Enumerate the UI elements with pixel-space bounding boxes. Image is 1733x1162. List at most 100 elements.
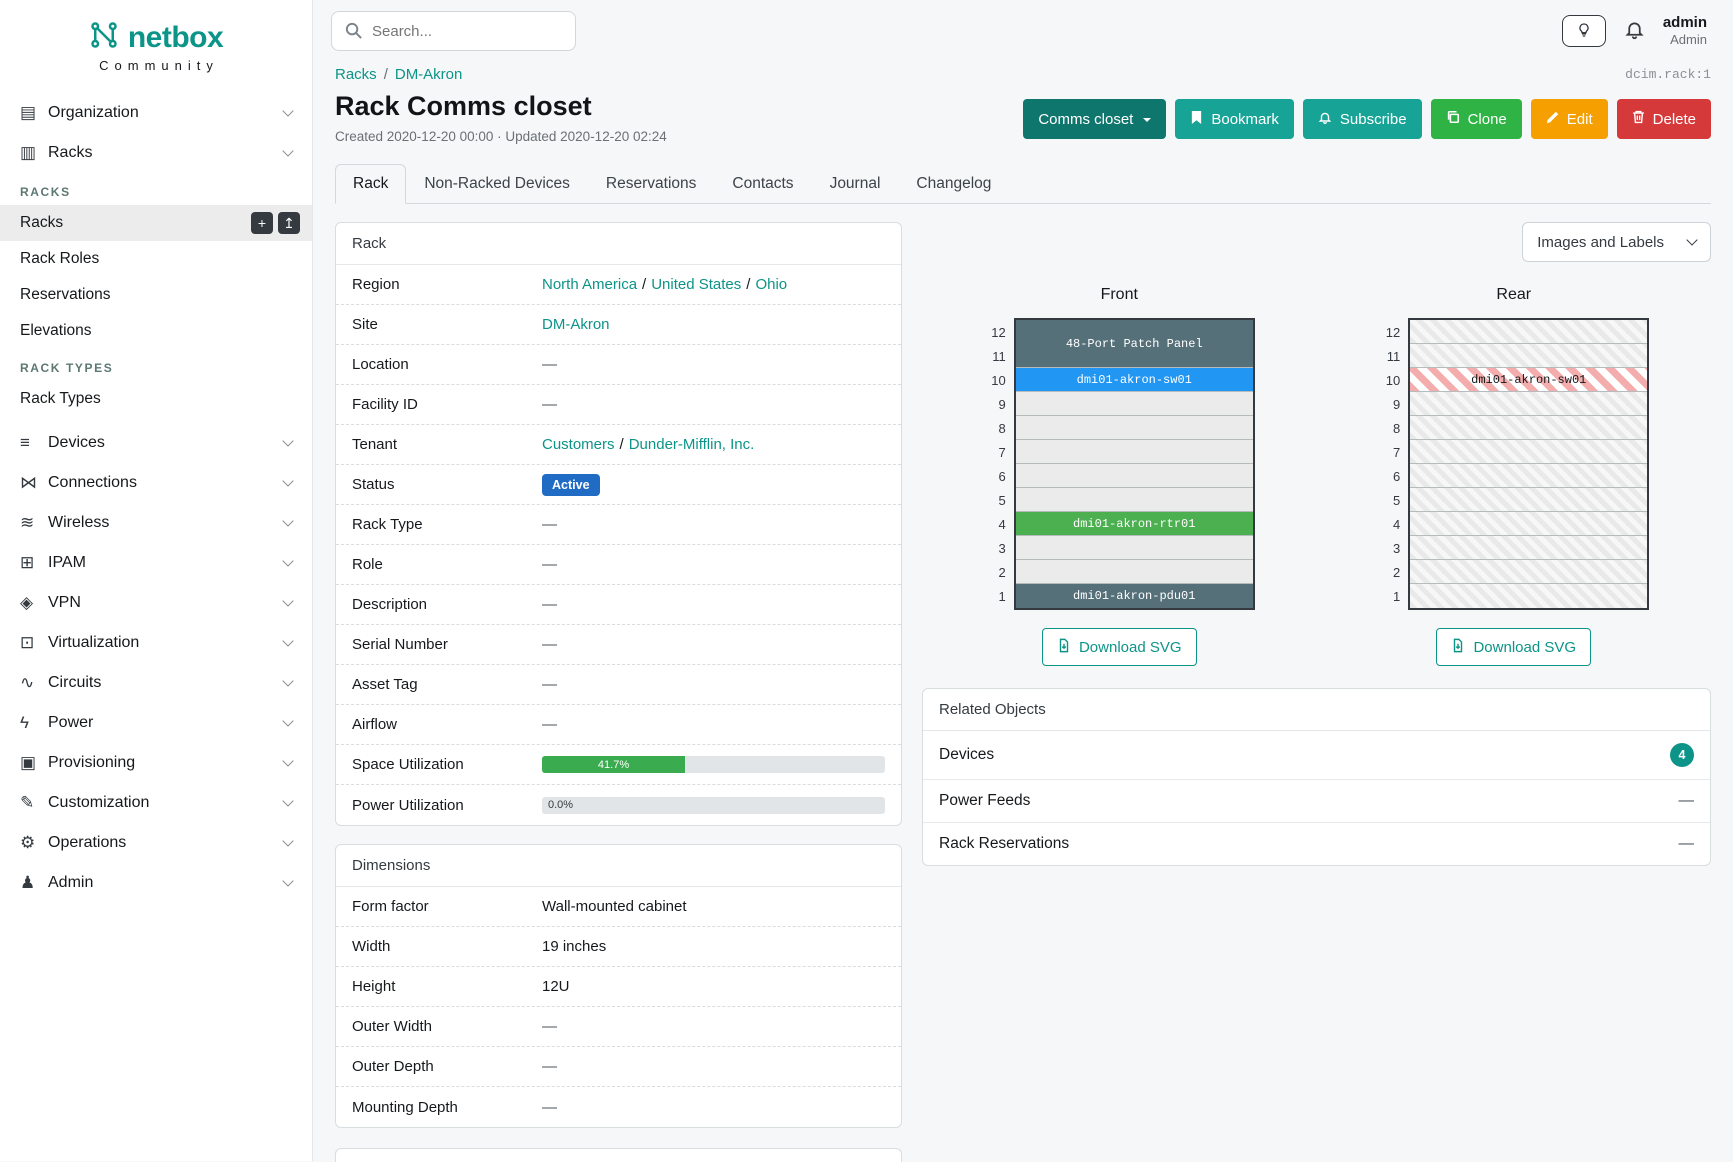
unit-number: 12	[991, 324, 1006, 340]
dimension-row-width: Width 19 inches	[336, 927, 901, 967]
dimension-value: —	[542, 1018, 557, 1035]
rack-slot[interactable]	[1015, 560, 1253, 584]
sidebar-item-operations[interactable]: ⚙ Operations	[0, 823, 312, 863]
sidebar-item-virtualization[interactable]: ⊡ Virtualization	[0, 623, 312, 663]
sidebar-subitem-rack-roles[interactable]: Rack Roles	[0, 241, 312, 277]
rack-device[interactable]: 48-Port Patch Panel	[1015, 320, 1253, 368]
site-link[interactable]: DM-Akron	[542, 316, 610, 333]
rack-slot[interactable]	[1015, 392, 1253, 416]
region-link[interactable]: Ohio	[755, 276, 788, 293]
sidebar-item-circuits[interactable]: ∿ Circuits	[0, 663, 312, 703]
sidebar-item-ipam[interactable]: ⊞ IPAM	[0, 543, 312, 583]
rack-slot[interactable]	[1410, 464, 1648, 488]
rack-slot[interactable]	[1410, 440, 1648, 464]
unit-number: 1	[998, 588, 1006, 604]
rack-device[interactable]: dmi01-akron-sw01	[1410, 368, 1648, 392]
next-panel-stub	[335, 1148, 902, 1162]
related-row-rack-reservations[interactable]: Rack Reservations —	[923, 823, 1710, 865]
rack-slot[interactable]	[1410, 584, 1648, 608]
rack-slot[interactable]	[1410, 536, 1648, 560]
subscribe-button[interactable]: Subscribe	[1302, 99, 1422, 139]
tab-contacts[interactable]: Contacts	[732, 175, 794, 192]
theme-toggle-button[interactable]	[1561, 15, 1606, 47]
attr-row-status: Status Active	[336, 465, 901, 505]
unit-number: 2	[1393, 564, 1401, 580]
sidebar-item-connections[interactable]: ⋈ Connections	[0, 463, 312, 503]
dimension-row-form-factor: Form factor Wall-mounted cabinet	[336, 887, 901, 927]
rack-slot[interactable]	[1410, 344, 1648, 368]
lightbulb-icon	[1576, 22, 1592, 41]
clone-button[interactable]: Clone	[1430, 99, 1522, 139]
unit-number: 5	[998, 492, 1006, 508]
breadcrumb-racks[interactable]: Racks	[335, 66, 377, 83]
rack-slot[interactable]	[1015, 464, 1253, 488]
circuits-icon: ∿	[20, 673, 35, 692]
rack-slot[interactable]	[1015, 488, 1253, 512]
dimension-label: Outer Width	[352, 1018, 433, 1035]
unit-number: 10	[1385, 372, 1401, 388]
sidebar-item-wireless[interactable]: ≋ Wireless	[0, 503, 312, 543]
rear-rack-box: dmi01-akron-sw01	[1408, 318, 1650, 610]
notifications-button[interactable]	[1622, 17, 1647, 45]
sidebar-item-power[interactable]: ϟ Power	[0, 703, 312, 743]
sidebar-subitem-reservations[interactable]: Reservations	[0, 277, 312, 313]
sidebar-item-customization[interactable]: ✎ Customization	[0, 783, 312, 823]
images-labels-toggle[interactable]: Images and Labels	[1522, 222, 1711, 262]
tab-non-racked-devices[interactable]: Non-Racked Devices	[424, 175, 570, 192]
sidebar-item-devices[interactable]: ≡ Devices	[0, 423, 312, 463]
rack-slot[interactable]	[1015, 440, 1253, 464]
tab-rack[interactable]: Rack	[335, 164, 407, 204]
search-input[interactable]	[331, 11, 576, 51]
rack-slot[interactable]	[1410, 560, 1648, 584]
chevron-down-icon	[282, 635, 294, 647]
rack-slot[interactable]	[1410, 320, 1648, 344]
add-rack-button[interactable]: +	[251, 212, 273, 234]
related-row-power-feeds[interactable]: Power Feeds —	[923, 780, 1710, 823]
tab-journal[interactable]: Journal	[829, 175, 881, 192]
rack-slot[interactable]	[1410, 488, 1648, 512]
rack-slot[interactable]	[1410, 512, 1648, 536]
tenant-link[interactable]: Dunder-Mifflin, Inc.	[628, 436, 755, 453]
rack-group-dropdown[interactable]: Comms closet	[1023, 99, 1167, 139]
rack-device[interactable]: dmi01-akron-sw01	[1015, 368, 1253, 392]
sidebar-item-provisioning[interactable]: ▣ Provisioning	[0, 743, 312, 783]
rear-download-svg-button[interactable]: Download SVG	[1436, 628, 1592, 666]
rack-slot[interactable]	[1410, 392, 1648, 416]
brand-tagline: Community	[99, 58, 219, 73]
brand-name: netbox	[127, 20, 224, 54]
bookmark-button[interactable]: Bookmark	[1175, 99, 1294, 139]
sidebar-subitem-rack-types[interactable]: Rack Types	[0, 381, 312, 417]
region-link[interactable]: North America	[542, 276, 638, 293]
import-racks-button[interactable]: ↥	[278, 212, 300, 234]
sidebar-subitem-elevations[interactable]: Elevations	[0, 313, 312, 349]
rack-slot[interactable]	[1015, 536, 1253, 560]
tenant-group-link[interactable]: Customers	[542, 436, 615, 453]
front-title: Front	[1100, 286, 1138, 303]
sidebar-subitem-racks[interactable]: Racks + ↥	[0, 205, 312, 241]
chevron-down-icon	[1686, 234, 1698, 246]
customization-icon: ✎	[20, 793, 35, 812]
sidebar-item-admin[interactable]: ♟ Admin	[0, 863, 312, 903]
front-download-svg-button[interactable]: Download SVG	[1041, 628, 1197, 666]
sidebar-item-vpn[interactable]: ◈ VPN	[0, 583, 312, 623]
rack-slot[interactable]	[1015, 416, 1253, 440]
front-rack-box: 48-Port Patch Panel dmi01-akron-sw01 dmi01…	[1013, 318, 1255, 610]
sidebar-item-racks[interactable]: ▥ Racks	[0, 133, 312, 173]
region-link[interactable]: United States	[651, 276, 742, 293]
tab-reservations[interactable]: Reservations	[605, 175, 697, 192]
edit-button[interactable]: Edit	[1530, 99, 1608, 139]
organization-icon: ▤	[20, 103, 37, 122]
attr-row-location: Location —	[336, 345, 901, 385]
user-menu[interactable]: admin Admin	[1663, 14, 1707, 48]
delete-button[interactable]: Delete	[1616, 99, 1711, 139]
tab-changelog[interactable]: Changelog	[916, 175, 992, 192]
brand-logo[interactable]: netbox Community	[0, 0, 312, 77]
rack-device[interactable]: dmi01-akron-pdu01	[1015, 584, 1253, 608]
sidebar-item-organization[interactable]: ▤ Organization	[0, 93, 312, 133]
related-row-devices[interactable]: Devices 4	[923, 731, 1710, 780]
breadcrumb-site[interactable]: DM-Akron	[394, 66, 463, 83]
rack-slot[interactable]	[1410, 416, 1648, 440]
rear-unit-numbers: 12 11 10 9 8 7 6 5 4 3 2 1	[1378, 318, 1400, 610]
netbox-logo-icon	[89, 20, 119, 55]
rack-device[interactable]: dmi01-akron-rtr01	[1015, 512, 1253, 536]
